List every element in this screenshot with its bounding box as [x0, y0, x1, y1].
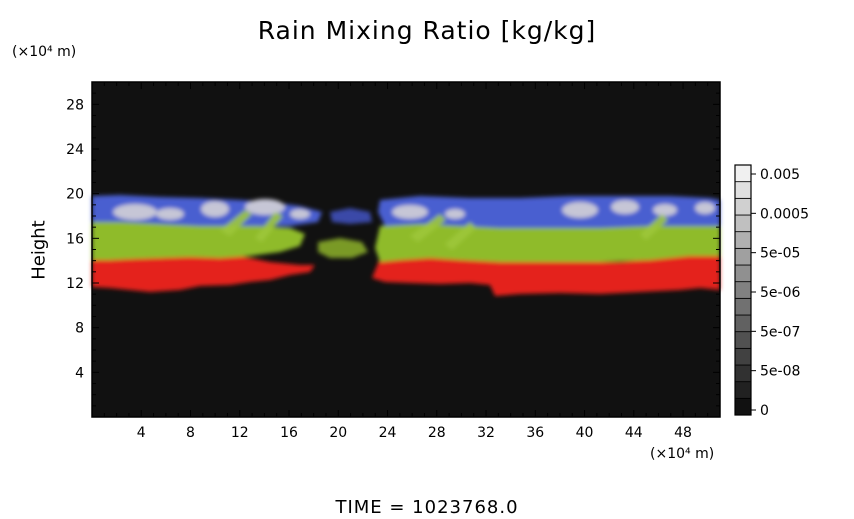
- y-axis-unit: (×10⁴ m): [12, 44, 77, 60]
- colorbar-swatch: [734, 347, 752, 366]
- band-blue-mid: [330, 208, 372, 224]
- colorbar-label: 0: [760, 403, 769, 419]
- colorbar-label: 0.0005: [760, 206, 809, 222]
- colorbar-swatch: [734, 364, 752, 383]
- colorbar-swatch: [734, 331, 752, 349]
- colorbar-swatch: [734, 164, 752, 183]
- x-tick-label: 24: [379, 425, 397, 441]
- y-tick-label: 20: [66, 187, 84, 203]
- colorbar-swatch: [734, 231, 752, 249]
- x-axis-unit: (×10⁴ m): [650, 446, 715, 462]
- colorbar-border: [734, 164, 752, 416]
- colorbar-swatch: [734, 381, 752, 399]
- y-ticks: 4 8 12 16 20 24 28: [66, 92, 720, 407]
- x-tick-label: 4: [137, 425, 146, 441]
- colorbar-label: 5e-06: [760, 285, 800, 301]
- x-tick-label: 8: [186, 425, 195, 441]
- colorbar-label: 5e-07: [760, 324, 800, 340]
- chart-title: Rain Mixing Ratio [kg/kg]: [257, 16, 597, 45]
- colorbar-label: 5e-08: [760, 364, 800, 380]
- colorbar-swatch: [734, 281, 752, 299]
- colorbar-swatch: [734, 247, 752, 266]
- band-green-mid: [318, 238, 368, 258]
- y-tick-label: 4: [75, 365, 84, 381]
- x-tick-label: 28: [428, 425, 446, 441]
- time-footer: TIME = 1023768.0: [335, 497, 519, 518]
- rain-field: [92, 195, 720, 296]
- colorbar-swatch: [734, 264, 752, 283]
- x-tick-label: 16: [280, 425, 298, 441]
- y-tick-label: 28: [66, 97, 84, 113]
- x-tick-label: 40: [576, 425, 594, 441]
- colorbar-swatch: [734, 181, 752, 199]
- green-streaks: [220, 210, 668, 250]
- x-tick-label: 20: [329, 425, 347, 441]
- y-tick-label: 24: [66, 142, 84, 158]
- colorbar-swatch: [734, 297, 752, 316]
- colorbar: 0.005 0.0005 5e-05 5e-06 5e-07 5e-08 0: [734, 164, 809, 419]
- band-top: [113, 199, 715, 220]
- x-tick-label: 44: [625, 425, 643, 441]
- colorbar-swatch: [734, 197, 752, 216]
- y-tick-label: 12: [66, 276, 84, 292]
- x-tick-label: 32: [477, 425, 495, 441]
- band-green-left: [92, 220, 305, 260]
- x-tick-label: 48: [674, 425, 692, 441]
- colorbar-swatch: [734, 397, 752, 416]
- colorbar-label: 0.005: [760, 167, 800, 183]
- band-red-left: [92, 254, 315, 292]
- x-tick-label: 12: [231, 425, 249, 441]
- x-ticks: 4 8 12 16 20 24 28 32 36 40 44 48: [103, 82, 709, 441]
- colorbar-swatch: [734, 314, 752, 333]
- y-tick-label: 8: [75, 321, 84, 337]
- band-red-right: [372, 252, 720, 296]
- colorbar-label: 5e-05: [760, 246, 800, 262]
- colorbar-swatch: [734, 214, 752, 233]
- x-tick-label: 36: [526, 425, 544, 441]
- y-tick-label: 16: [66, 231, 84, 247]
